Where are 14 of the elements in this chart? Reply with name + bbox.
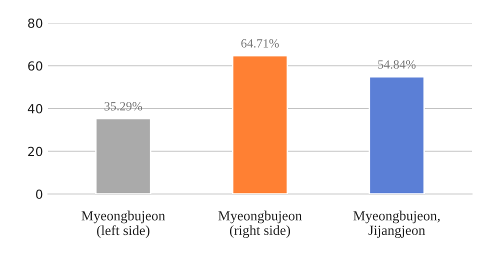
bar xyxy=(368,76,425,194)
x-tick-label: Myeongbujeon (right side) xyxy=(218,210,302,238)
data-label: 54.84% xyxy=(378,60,416,69)
y-tick-label: 20 xyxy=(28,146,42,156)
y-tick-label: 60 xyxy=(28,61,42,71)
y-tick-label: 0 xyxy=(36,189,42,199)
bar xyxy=(95,118,152,194)
x-tick-label: Myeongbujeon, Jijangjeon xyxy=(353,210,440,238)
y-tick-label: 80 xyxy=(28,18,42,28)
y-tick-label: 40 xyxy=(28,104,42,114)
data-label: 64.71% xyxy=(241,39,279,48)
x-tick-label: Myeongbujeon (left side) xyxy=(82,210,166,238)
data-label: 35.29% xyxy=(104,102,142,111)
bar xyxy=(232,54,288,194)
